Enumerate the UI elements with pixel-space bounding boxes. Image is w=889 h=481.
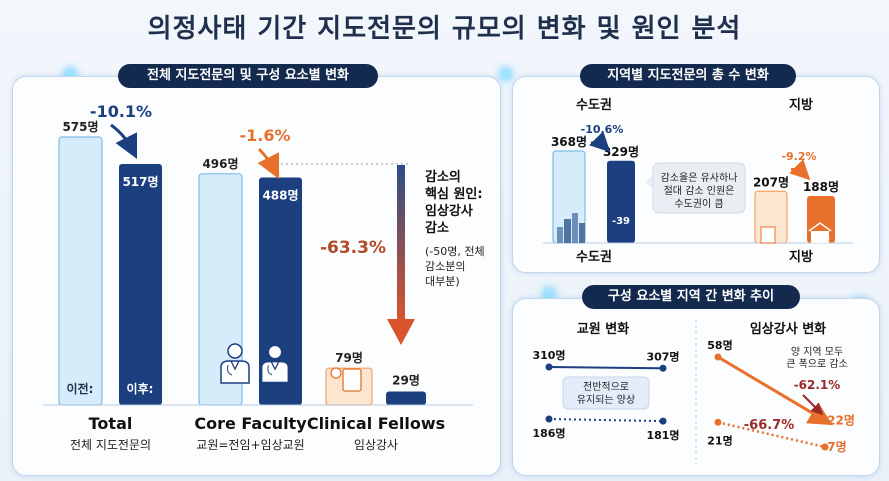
doctor-icon [220, 343, 250, 384]
house-icon [760, 222, 832, 244]
fellows-change-bottom: -66.7% [744, 418, 795, 433]
fellows-note-text: 양 지역 모두 [791, 346, 843, 358]
faculty-line-bottom [548, 418, 664, 423]
change-label-core: -1.6% [239, 126, 290, 145]
region-note-text: 수도권이 큼 [674, 198, 723, 210]
annotation-title: 핵심 원인: [425, 186, 483, 202]
region-title: 수도권 [576, 98, 612, 113]
fellows-label: 22명 [827, 414, 855, 428]
category-label: Clinical Fellows [307, 414, 445, 433]
glow-dot [66, 70, 74, 78]
after-label: 이후: [127, 381, 154, 396]
decline-arrow-shaft [397, 165, 405, 321]
region-panel: 368명329명-39-10.6%수도권수도권207명188명-19-9.2%지… [512, 76, 880, 273]
fellows-point [821, 443, 829, 451]
region-change-label: -9.2% [781, 150, 816, 163]
annotation-title: 임상강사 [425, 203, 473, 219]
category-sublabel: 전체 지도전문의 [70, 438, 151, 452]
region-change-label: -10.6% [581, 123, 624, 136]
glow-dot [502, 70, 510, 78]
region-note-box [652, 162, 746, 214]
region-axis-label: 수도권 [576, 250, 612, 265]
fellows-title: 임상강사 변화 [750, 321, 826, 337]
fellows-label: 7명 [827, 440, 846, 454]
region-before-label: 207명 [753, 175, 789, 189]
faculty-point [659, 364, 667, 372]
left-panel-header: 전체 지도전문의 및 구성 요소별 변화 [118, 64, 378, 88]
faculty-note-text: 전반적으로 [583, 381, 629, 393]
region-after-label: 329명 [603, 145, 639, 159]
fellows-change-top: -62.1% [794, 378, 841, 392]
category-label: Total [89, 414, 133, 433]
fellows-label: 58명 [707, 338, 732, 352]
clipboard-icon [342, 368, 362, 392]
annotation-detail: 감소분의 [425, 260, 465, 273]
faculty-point [545, 363, 553, 371]
region-bar-after-0 [607, 160, 635, 243]
fellows-change-arrow [802, 394, 824, 416]
fellows-point [714, 353, 722, 361]
faculty-point [545, 415, 553, 423]
faculty-point [659, 417, 667, 425]
doctor-icon [260, 344, 290, 384]
annotation-title: 감소 [425, 221, 449, 236]
decline-arrow-head [387, 319, 415, 345]
category-label: Core Faculty [194, 414, 307, 433]
faculty-label: 186명 [532, 426, 565, 440]
bar-before-0 [58, 136, 103, 406]
note-pointer [645, 175, 653, 189]
bar-after-label: 517명 [122, 175, 158, 189]
bar-after-label: 488명 [262, 189, 298, 203]
bar-after-label: 29명 [392, 373, 420, 387]
category-sublabel: 교원=전임+임상교원 [196, 438, 304, 452]
left-panel: 575명 517명 Total 전체 지도전문의 496명 488명 Core Facult… [12, 76, 501, 476]
bar-before-label: 79명 [335, 351, 363, 365]
bar-after-2 [386, 391, 426, 405]
city-skyline-icon [557, 213, 585, 243]
region-title: 지방 [789, 97, 813, 113]
region-axis-label: 지방 [789, 249, 813, 265]
region-chart: 368명329명-39-10.6%수도권수도권207명188명-19-9.2%지… [543, 97, 853, 265]
bar-before-label: 496명 [202, 157, 238, 171]
change-label-fellows: -63.3% [320, 238, 386, 258]
faculty-label: 307명 [646, 349, 679, 363]
region-note-text: 절대 감소 인원은 [664, 184, 735, 197]
fellows-line-bottom [717, 421, 826, 449]
change-label-total: -10.1% [90, 102, 152, 121]
before-label: 이전: [67, 381, 94, 396]
annotation-title: 감소의 [425, 169, 461, 185]
faculty-label: 310명 [532, 348, 565, 362]
faculty-label: 181명 [646, 428, 679, 442]
bar-before-label: 575명 [62, 120, 98, 134]
bar-after-0 [119, 164, 162, 405]
faculty-note-box [562, 376, 650, 410]
person-icon [330, 367, 342, 379]
left-chart: 575명 517명 Total 전체 지도전문의 496명 488명 Core Facult… [43, 102, 485, 452]
glow-dot [545, 290, 553, 298]
region-note-text: 감소율은 유사하나 [661, 171, 738, 184]
region-arrow-1 [789, 159, 811, 181]
faculty-title: 교원 변화 [577, 321, 629, 337]
fellows-line-top [717, 355, 833, 426]
region-after-label: 188명 [803, 180, 839, 194]
fellows-label: 21명 [707, 433, 732, 447]
trend-panel: 교원 변화 310명 307명 186명 181명 전반적으로 유지되는 양상 임상강사 변화… [512, 298, 880, 476]
page-title: 의정사태 기간 지도전문의 규모의 변화 및 원인 분석 [147, 14, 742, 44]
change-arrow-core [257, 147, 280, 180]
faculty-note-text: 유지되는 양상 [577, 394, 635, 406]
fellows-point [821, 417, 829, 425]
category-sublabel: 임상강사 [354, 438, 398, 452]
change-arrow-total [110, 123, 138, 160]
trend-panel-header: 구성 요소별 지역 간 변화 추이 [582, 285, 800, 309]
annotation-detail: 대부분) [425, 275, 460, 288]
annotation-detail: (-50명, 전체 [425, 245, 485, 258]
fellows-point [714, 418, 722, 426]
fellows-note-text: 큰 폭으로 감소 [786, 358, 848, 370]
region-diff-label: -39 [612, 216, 630, 227]
region-before-label: 368명 [551, 135, 587, 149]
region-panel-header: 지역별 지도전문의 총 수 변화 [580, 64, 796, 88]
region-arrow-0 [589, 131, 611, 153]
faculty-line-top [548, 366, 664, 370]
